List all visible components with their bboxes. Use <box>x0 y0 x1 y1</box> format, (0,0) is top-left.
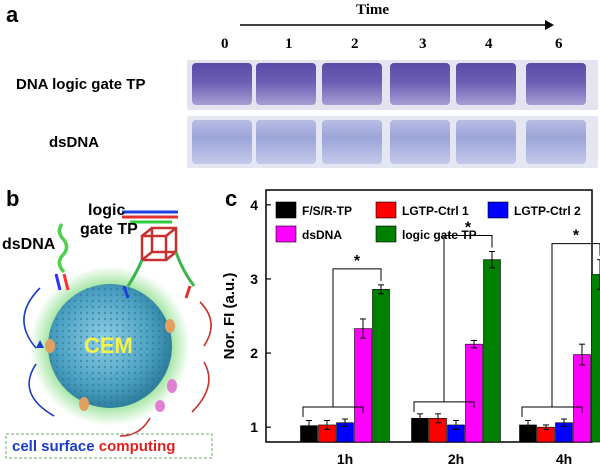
gel-band-dsdna <box>390 120 450 164</box>
gel-band-logic-gate <box>526 63 586 105</box>
gel-band-dsdna <box>256 120 316 164</box>
gel-band-logic-gate <box>390 63 450 105</box>
y-axis-label: Nor. FI (a.u.) <box>221 273 238 360</box>
significance-bracket <box>443 235 493 402</box>
caption-box <box>5 433 213 459</box>
legend-swatch <box>487 201 509 219</box>
legend-swatch <box>275 225 297 243</box>
gel-band-logic-gate <box>322 63 382 105</box>
gel-band-dsdna <box>192 120 252 164</box>
legend-swatch <box>375 201 397 219</box>
time-point-label: 4 <box>485 36 493 52</box>
x-tick-label: 4h <box>556 451 572 467</box>
receptor-icon <box>165 319 175 333</box>
logic-gate-cube-icon <box>122 210 196 299</box>
x-tick-label: 2h <box>448 451 464 467</box>
y-tick-label: 3 <box>250 271 258 287</box>
cell-surface-computing-illustration <box>5 210 213 459</box>
panel-c-letter: c <box>225 186 238 211</box>
legend-label: dsDNA <box>302 228 342 242</box>
time-point-label: 1 <box>285 36 293 52</box>
y-tick-label: 1 <box>250 419 258 435</box>
x-tick-label: 1h <box>337 451 353 467</box>
time-point-label: 2 <box>351 36 359 52</box>
legend-label: LGTP-Ctrl 2 <box>514 204 581 218</box>
receptor-icon <box>155 400 165 412</box>
receptor-icon <box>45 339 55 353</box>
panel-b-letter: b <box>6 186 20 211</box>
significance-bracket <box>521 406 583 418</box>
legend-swatch <box>375 225 397 243</box>
dsdna-strand-icon <box>54 222 70 291</box>
row-label-dsdna: dsDNA <box>49 134 100 151</box>
y-tick-label: 2 <box>250 345 258 361</box>
gel-band-logic-gate <box>192 63 252 105</box>
label-logic: logic <box>88 202 126 219</box>
significance-asterisk: * <box>354 253 361 270</box>
bar <box>465 343 483 443</box>
receptor-icon <box>167 379 177 393</box>
time-point-label: 3 <box>419 36 427 52</box>
gel-band-logic-gate <box>456 63 516 105</box>
significance-bracket <box>302 406 364 418</box>
gel-band-dsdna <box>456 120 516 164</box>
curved-arrow-icon <box>191 361 210 413</box>
bar <box>591 274 600 443</box>
curved-arrow-icon <box>119 417 151 437</box>
gel-band-logic-gate <box>256 63 316 105</box>
curved-arrow-icon <box>23 287 41 349</box>
significance-bracket <box>413 401 475 412</box>
gel-band-dsdna <box>526 120 586 164</box>
caption-part-2: computing <box>98 438 176 455</box>
label-dsdna: dsDNA <box>2 236 56 253</box>
caption-text: cell surface computing <box>12 438 175 455</box>
panel-a-letter: a <box>6 2 19 27</box>
legend-label: F/S/R-TP <box>302 204 352 218</box>
legend-swatch <box>275 201 297 219</box>
significance-asterisk: * <box>465 220 472 237</box>
bar <box>372 289 390 443</box>
row-label-logic-gate: DNA logic gate TP <box>16 76 146 93</box>
legend-label: logic gate TP <box>402 228 477 242</box>
time-arrow <box>240 20 554 30</box>
receptor-icon <box>79 397 89 411</box>
significance-asterisk: * <box>573 228 580 245</box>
time-axis-label: Time <box>356 2 390 18</box>
time-point-label: 0 <box>221 36 229 52</box>
bar <box>354 328 372 443</box>
y-tick-label: 4 <box>250 197 258 213</box>
bar <box>483 259 501 443</box>
cell-label-cem: CEM <box>84 333 133 358</box>
curved-arrow-icon <box>28 363 55 417</box>
significance-bracket <box>332 268 382 408</box>
bar <box>573 354 591 443</box>
legend-label: LGTP-Ctrl 1 <box>402 204 469 218</box>
curved-arrow-icon <box>199 301 212 347</box>
time-point-label: 6 <box>555 36 563 52</box>
fluorescence-bar-chart: 1 2 3 4 Nor. FI (a.u.) 1h * 2h * 4h * F/S/R-TP LGTP-… <box>221 189 600 467</box>
gel-band-dsdna <box>322 120 382 164</box>
caption-part-1: cell surface <box>12 438 95 455</box>
label-gate-tp: gate TP <box>80 221 138 238</box>
significance-bracket <box>551 243 600 408</box>
